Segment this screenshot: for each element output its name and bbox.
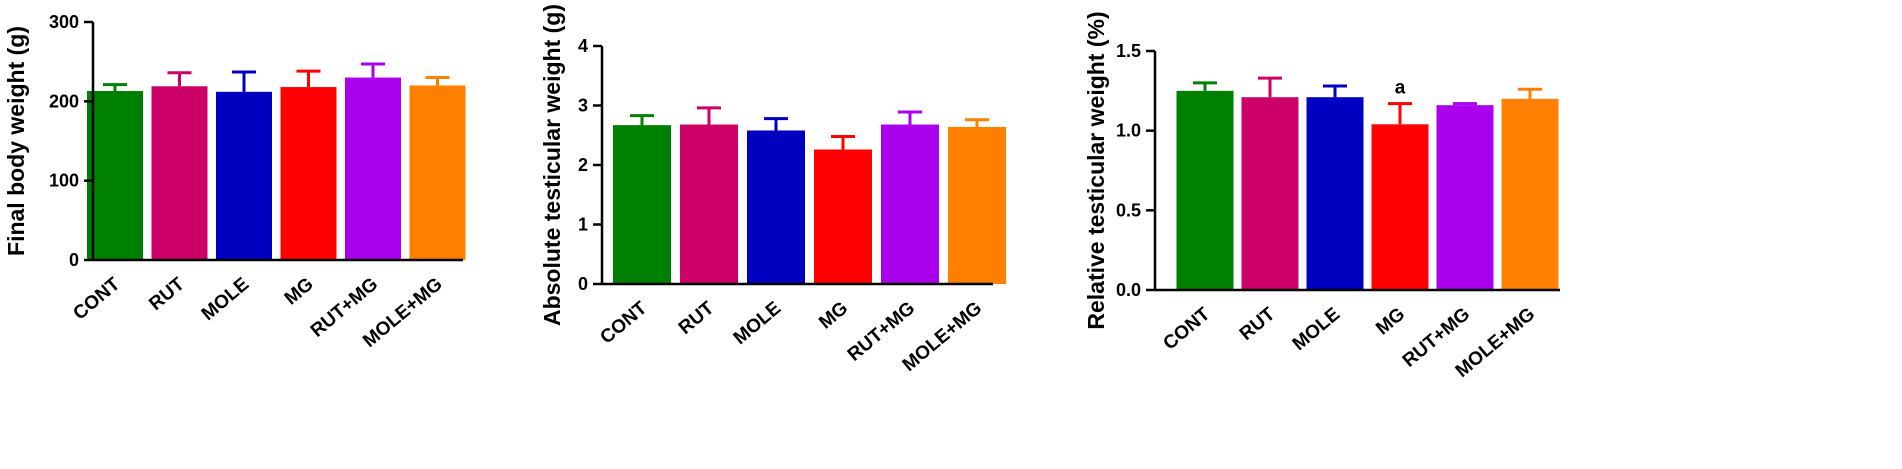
y-tick-label: 0 <box>578 274 588 294</box>
error-bar <box>898 110 922 125</box>
error-bar <box>296 69 321 88</box>
bar <box>216 91 272 261</box>
bar <box>747 130 805 284</box>
x-tick-label: CONT <box>596 297 651 348</box>
bar <box>1306 97 1364 290</box>
x-tick-label: CONT <box>1159 303 1214 354</box>
y-tick-label: 3 <box>578 96 588 116</box>
bar <box>280 87 337 260</box>
x-tick-label: MOLE <box>730 298 786 349</box>
annotation-label: a <box>1395 78 1406 99</box>
y-tick-label: 0.0 <box>1116 280 1141 300</box>
bar <box>409 85 466 260</box>
y-tick-label: 0.5 <box>1116 200 1141 220</box>
bar <box>345 77 401 261</box>
bar <box>87 91 143 261</box>
y-tick-label: 0 <box>69 250 79 270</box>
error-bar <box>167 71 192 87</box>
error-bar <box>697 106 721 125</box>
panel-absolute-testicular-weight: CONT RUT MOLE MGRUT+MGMOLE+MG01234Absolute … <box>539 4 1006 376</box>
x-tick-label: MOLE <box>198 274 254 325</box>
bar <box>948 126 1006 284</box>
y-axis-title: Relative testicular weight (%) <box>1083 11 1109 329</box>
x-tick-label: RUT <box>675 297 719 338</box>
error-bar <box>1388 102 1412 125</box>
error-bar <box>1453 102 1477 106</box>
x-tick-label: CONT <box>69 273 124 324</box>
error-bar <box>1258 76 1282 98</box>
y-axis-title: Absolute testicular weight (g) <box>539 4 565 326</box>
y-tick-label: 1 <box>578 215 588 235</box>
error-bar <box>232 70 256 92</box>
x-tick-label: RUT <box>145 273 189 314</box>
error-bar <box>831 134 855 150</box>
bar <box>1501 98 1559 290</box>
y-axis-title: Final body weight (g) <box>3 26 29 256</box>
error-bar <box>1193 81 1217 91</box>
bar <box>881 124 939 284</box>
y-tick-label: 2 <box>578 155 588 175</box>
bar <box>151 86 208 260</box>
error-bar <box>1518 87 1542 99</box>
bar <box>1176 90 1234 290</box>
x-tick-label: MG <box>815 298 852 334</box>
y-tick-label: 200 <box>49 91 79 111</box>
error-bar <box>965 118 989 127</box>
x-tick-label: RUT <box>1236 303 1280 344</box>
bar <box>680 124 738 284</box>
x-tick-label: MG <box>1372 304 1409 340</box>
error-bar <box>630 114 654 126</box>
y-tick-label: 4 <box>578 36 588 56</box>
error-bar <box>361 62 385 78</box>
bar <box>1371 124 1429 290</box>
bar <box>814 149 872 284</box>
error-bar <box>103 83 127 92</box>
y-tick-label: 1.0 <box>1116 121 1141 141</box>
error-bar <box>425 76 450 86</box>
y-tick-label: 100 <box>49 171 79 191</box>
error-bar <box>1323 84 1347 98</box>
bar <box>1241 97 1299 290</box>
y-tick-label: 300 <box>49 12 79 32</box>
y-tick-label: 1.5 <box>1116 41 1141 61</box>
panel-relative-testicular-weight: CONT RUT MOLEaMGRUT+MGMOLE+MG0.00.51.01.5R… <box>1083 11 1560 382</box>
bar <box>613 125 671 284</box>
x-tick-label: MG <box>281 274 318 310</box>
x-tick-label: MOLE <box>1289 304 1345 355</box>
error-bar <box>764 117 788 131</box>
panel-final-body-weight: CONT RUT MOLE MGRUT+MGMOLE+MG0100200300Fina… <box>3 12 466 352</box>
bar <box>1436 105 1494 290</box>
